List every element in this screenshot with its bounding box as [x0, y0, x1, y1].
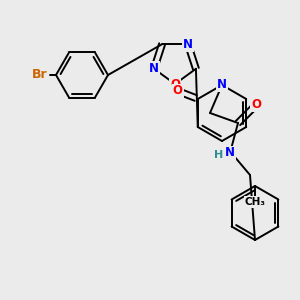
Text: Br: Br	[32, 68, 48, 82]
Text: N: N	[149, 62, 159, 75]
Text: H: H	[214, 150, 224, 160]
Text: O: O	[170, 77, 180, 91]
Text: O: O	[173, 85, 183, 98]
Text: N: N	[225, 146, 235, 160]
Text: N: N	[217, 79, 227, 92]
Text: N: N	[183, 38, 193, 51]
Text: O: O	[251, 98, 261, 112]
Text: CH₃: CH₃	[244, 197, 266, 207]
